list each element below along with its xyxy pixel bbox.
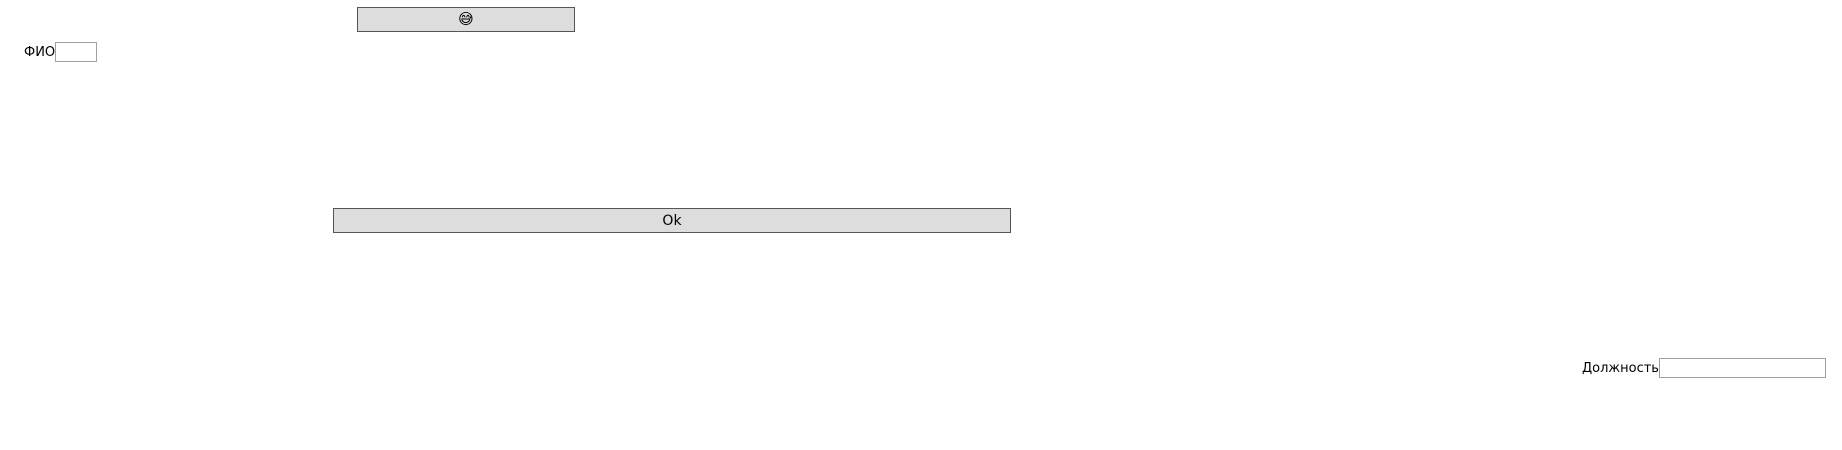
- emoji-button[interactable]: 😅: [357, 7, 575, 32]
- fio-input[interactable]: [55, 42, 98, 62]
- position-input[interactable]: [1658, 358, 1826, 378]
- ok-button[interactable]: Ok: [333, 208, 1011, 233]
- position-field-row: Должность: [1582, 358, 1826, 378]
- fio-field-row: ФИО: [24, 42, 98, 62]
- fio-label: ФИО: [24, 44, 56, 60]
- position-label: Должность: [1582, 360, 1659, 376]
- grinning-sweat-face-icon: 😅: [458, 10, 474, 28]
